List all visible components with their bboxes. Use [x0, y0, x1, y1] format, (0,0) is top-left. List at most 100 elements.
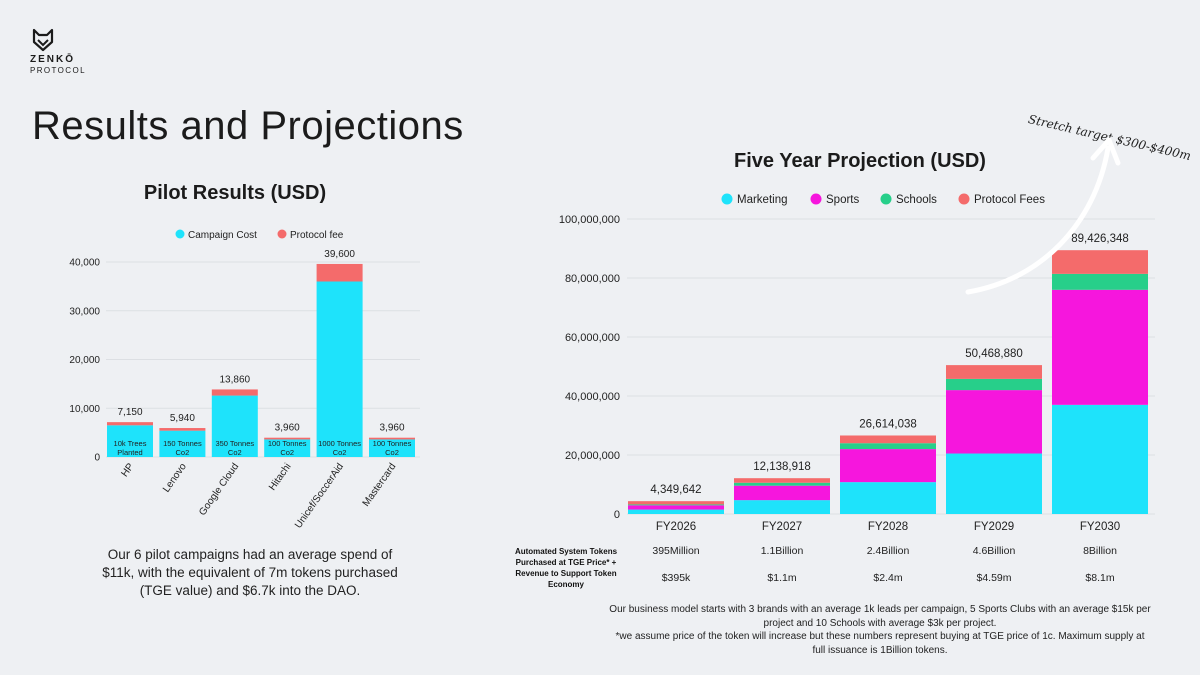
projection-bar-schools	[946, 378, 1042, 391]
projection-bar-marketing	[840, 482, 936, 514]
pilot-bar-protocol-fee	[159, 428, 206, 431]
revenue-value: $1.1m	[767, 572, 797, 584]
pilot-bar-campaign-cost	[211, 395, 258, 457]
page-title: Results and Projections	[32, 104, 464, 148]
tokens-purchased-value: 8Billion	[1083, 545, 1117, 557]
projection-legend-swatch	[958, 193, 970, 205]
tokens-purchased-value: 395Million	[652, 545, 700, 557]
pilot-summary-text: Our 6 pilot campaigns had an average spe…	[102, 547, 398, 598]
projection-x-category-label: FY2028	[868, 521, 908, 533]
pilot-total-label: 5,940	[170, 413, 195, 424]
pilot-bar-impact-label: Co2	[176, 448, 190, 457]
tokens-purchased-value: 2.4Billion	[866, 545, 910, 557]
pilot-bar-impact-label: Planted	[117, 448, 142, 457]
projection-bar-schools	[628, 504, 724, 506]
projection-bar-sports	[946, 390, 1042, 454]
projection-legend-swatch	[880, 193, 892, 205]
projection-chart-title: Five Year Projection (USD)	[734, 150, 986, 172]
projection-bar-marketing	[946, 453, 1042, 514]
projection-total-label: 26,614,038	[859, 418, 917, 430]
pilot-chart-title: Pilot Results (USD)	[143, 182, 327, 204]
pilot-bar-impact-label: 100 Tonnes	[373, 439, 412, 448]
pilot-y-tick-label: 20,000	[69, 355, 100, 366]
pilot-bar-impact-label: 100 Tonnes	[268, 439, 307, 448]
pilot-bar-impact-label: Co2	[228, 448, 242, 457]
business-model-footnote: Our business model starts with 3 brands …	[560, 603, 1200, 657]
projection-legend-label: Sports	[826, 194, 859, 206]
footnote-line: project and 10 Schools with average $3k …	[763, 617, 997, 629]
projection-x-category-label: FY2026	[656, 521, 696, 533]
pilot-y-tick-label: 10,000	[69, 404, 100, 415]
pilot-total-label: 7,150	[117, 407, 142, 418]
revenue-value: $395k	[661, 572, 691, 584]
projection-y-tick-label: 60,000,000	[565, 332, 620, 344]
pilot-bar-campaign-cost	[316, 281, 363, 457]
revenue-value: $4.59m	[976, 572, 1012, 584]
pilot-total-label: 13,860	[220, 374, 251, 385]
projection-bar-marketing	[734, 500, 830, 514]
projection-bar-sports	[1052, 289, 1148, 405]
pilot-bar-campaign-cost	[107, 425, 153, 457]
pilot-total-label: 39,600	[324, 249, 355, 260]
revenue-value: $2.4m	[873, 572, 903, 584]
pilot-bar-impact-label: Co2	[385, 448, 399, 457]
projection-total-label: 89,426,348	[1071, 233, 1129, 245]
brand-subtitle: PROTOCOL	[30, 66, 86, 75]
footnote-line: Our business model starts with 3 brands …	[609, 604, 1151, 615]
projection-legend-label: Schools	[896, 194, 937, 206]
fox-logo-icon	[32, 28, 54, 52]
pilot-bar-campaign-cost	[159, 430, 206, 457]
revenue-value: $8.1m	[1085, 572, 1115, 584]
pilot-bar-impact-label: 350 Tonnes	[215, 439, 254, 448]
projection-bar-schools	[734, 482, 830, 486]
projection-y-tick-label: 80,000,000	[565, 273, 620, 285]
pilot-legend-label: Protocol fee	[290, 230, 344, 241]
pilot-legend-swatch	[175, 229, 185, 239]
projection-bar-sports	[840, 449, 936, 483]
projection-total-label: 12,138,918	[753, 461, 811, 473]
pilot-bar-impact-label: Co2	[333, 448, 347, 457]
projection-bar-sports	[628, 505, 724, 510]
projection-legend-swatch	[721, 193, 733, 205]
pilot-bar-impact-label: 10k Trees	[114, 439, 147, 448]
five-year-projection-chart: 0 20,000,000 40,000,000 60,000,000 80,000,00…	[559, 193, 1155, 533]
projection-y-tick-label: 20,000,000	[565, 450, 620, 462]
pilot-y-tick-label: 40,000	[69, 258, 100, 269]
projection-x-category-label: FY2027	[762, 521, 802, 533]
brand-logo: ZENKŌ PROTOCOL	[28, 28, 98, 78]
projection-bar-sports	[734, 485, 830, 501]
footnote-line: *we assume price of the token will incre…	[615, 631, 1145, 642]
pilot-bar-campaign-cost	[369, 439, 415, 457]
projection-bar-marketing	[628, 509, 724, 514]
projection-total-label: 4,349,642	[650, 484, 701, 496]
pilot-bar-protocol-fee	[316, 263, 363, 282]
pilot-legend-label: Campaign Cost	[188, 230, 257, 241]
projection-bar-protocol-fees	[840, 435, 936, 444]
projection-y-tick-label: 40,000,000	[565, 391, 620, 403]
projection-bar-protocol-fees	[628, 501, 724, 505]
projection-bar-marketing	[1052, 404, 1148, 514]
projection-y-tick-label: 0	[614, 509, 620, 521]
pilot-bar-protocol-fee	[369, 437, 415, 440]
projection-bar-protocol-fees	[946, 365, 1042, 379]
pilot-bar-impact-label: 150 Tonnes	[163, 439, 202, 448]
pilot-results-chart: 0 10,000 20,000 30,000 40,000 Campaign Cost Pr…	[69, 229, 420, 531]
pilot-bar-campaign-cost	[264, 439, 311, 457]
pilot-bar-protocol-fee	[107, 422, 153, 426]
projection-bar-schools	[840, 443, 936, 450]
pilot-total-label: 3,960	[275, 423, 300, 434]
tokens-purchased-value: 1.1Billion	[760, 545, 804, 557]
projection-y-tick-label: 100,000,000	[559, 214, 620, 226]
tokens-purchased-value: 4.6Billion	[972, 545, 1016, 557]
brand-name: ZENKŌ	[30, 54, 75, 65]
projection-bar-protocol-fees	[734, 478, 830, 483]
pilot-legend-swatch	[277, 229, 287, 239]
pilot-bar-impact-label: Co2	[280, 448, 294, 457]
projection-bar-schools	[1052, 273, 1148, 290]
pilot-y-tick-label: 30,000	[69, 306, 100, 317]
projection-bar-protocol-fees	[1052, 250, 1148, 274]
pilot-y-tick-label: 0	[94, 453, 100, 464]
pilot-bar-protocol-fee	[211, 389, 258, 396]
tokens-row-label: Automated System Tokens Purchased at TGE…	[514, 547, 618, 589]
projection-x-category-label: FY2030	[1080, 521, 1120, 533]
